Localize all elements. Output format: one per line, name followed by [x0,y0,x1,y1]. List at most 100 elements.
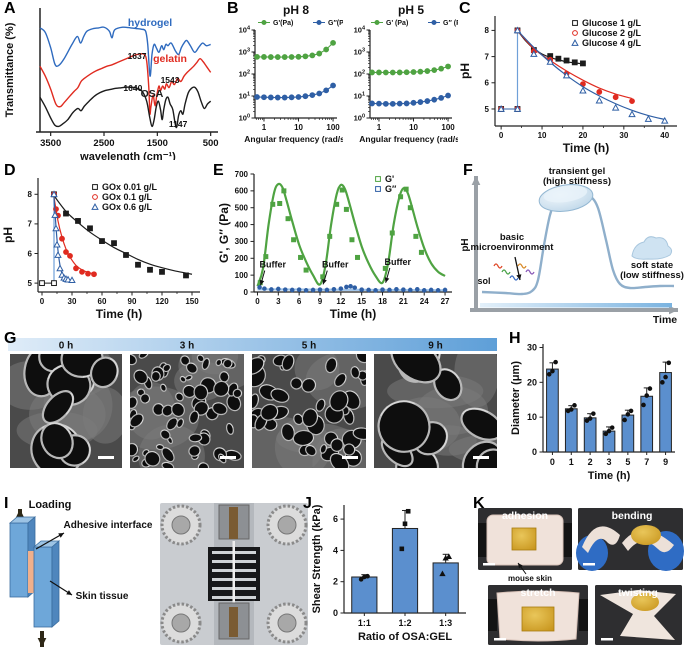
svg-text:20: 20 [527,377,537,387]
svg-text:2: 2 [333,577,338,587]
plot-B2: pH 5 1 10 100 100 101 102 103 104 Angular frequen… [354,3,458,144]
ftir-spectra-chart: 3500 2500 1500 500 hydrogel gelatin OSA 1637 164… [4,8,219,160]
sem-images: 0 h 3 h 5 h 9 h [8,338,497,468]
rheology-ph8-chart: pH 8 1 10 100 100 101 102 103 104 Angular frequen… [239,3,343,144]
panel-k-photos: adhesion mouse skin bending stretch twisting [470,495,685,652]
soft-blob [631,236,673,260]
svg-text:40: 40 [660,131,669,140]
svg-text:1637: 1637 [128,51,147,61]
svg-text:3: 3 [606,457,611,467]
svg-text:pH: pH [460,238,471,251]
svg-text:4: 4 [333,545,338,555]
svg-text:stretch: stretch [520,587,555,599]
panel-g-sem: 0 h 3 h 5 h 9 h [0,330,505,495]
photo-bending: bending [576,508,684,571]
svg-text:(high stiffness): (high stiffness) [543,176,611,187]
panel-d-gox-ph: 0 30 60 90 120 150 5 6 7 8 Time (h) pH GOx 0.01 g/L G… [0,160,210,330]
svg-text:0: 0 [532,447,537,457]
svg-text:1: 1 [262,123,267,132]
series-G' [254,39,336,60]
svg-text:Glucose 4 g/L: Glucose 4 g/L [582,38,642,48]
svg-text:GOx 0.6 g/L: GOx 0.6 g/L [102,202,153,212]
svg-text:Buffer: Buffer [260,260,287,270]
panel-letter-d: D [4,162,16,179]
svg-text:GOx 0.01 g/L: GOx 0.01 g/L [102,182,158,192]
svg-text:6: 6 [485,79,490,88]
svg-text:6: 6 [28,249,33,258]
panel-letter-h: H [509,330,521,347]
svg-text:0: 0 [333,608,338,618]
svg-text:3500: 3500 [40,138,61,149]
svg-text:5: 5 [28,279,33,288]
legend: G'(Pa) G″(Pa) [258,20,343,27]
svg-text:Loading: Loading [29,499,72,511]
panel-c-glucose-ph: 0 10 20 30 40 5 6 7 8 Time (h) pH Glucose 1 g/L Gluc… [455,0,685,160]
svg-text:0: 0 [40,297,45,306]
svg-text:20: 20 [578,131,587,140]
series-G″ [257,283,448,293]
ph-time-schematic: transient gel(high stiffness) basicmicroe… [460,166,684,326]
spectrum-hydrogel [39,26,211,77]
svg-text:pH: pH [1,227,15,243]
svg-text:1:1: 1:1 [358,618,371,628]
svg-text:102: 102 [239,70,250,79]
svg-text:9: 9 [663,457,668,467]
svg-text:Glucose 1 g/L: Glucose 1 g/L [582,18,642,28]
bar-1:3 [432,562,459,614]
series-G″ [254,82,336,101]
svg-text:24: 24 [420,297,429,306]
svg-text:Time (h): Time (h) [330,307,376,321]
panel-a-ftir: 3500 2500 1500 500 hydrogel gelatin OSA 1637 164… [0,0,225,160]
shear-strength-chart: 0 2 4 6 1:1 1:2 1:3 Ratio of OSA:GEL Shear Stren… [311,504,466,643]
svg-text:G', G″ (Pa): G', G″ (Pa) [217,203,231,263]
svg-text:1640: 1640 [123,83,142,93]
svg-text:G″: G″ [385,184,397,194]
time-header-bar [8,338,497,351]
plot-B1: pH 8 1 10 100 100 101 102 103 104 Angular frequen… [239,3,343,144]
series-G' [369,63,451,76]
svg-text:transient gel: transient gel [549,166,606,177]
svg-text:104: 104 [354,26,366,35]
gel-disc [538,184,594,212]
svg-text:30: 30 [527,342,537,352]
panel-j-shear-strength: 0 2 4 6 1:1 1:2 1:3 Ratio of OSA:GEL Shear Stren… [300,495,475,652]
spectra: 3500 2500 1500 500 hydrogel gelatin OSA 1637 164… [4,8,219,160]
photo-twisting: twisting [595,585,682,645]
svg-text:Diameter (μm): Diameter (μm) [510,361,522,435]
spectrum-gelatin [39,52,212,115]
skin-slab [33,546,53,628]
panel-f-schematic: transient gel (high stiffness) basic microe… [460,160,685,330]
svg-text:100: 100 [441,123,455,132]
panel-b-ph5: pH 5 1 10 100 100 101 102 103 104 Angular frequen… [343,0,458,160]
svg-text:G': G' [385,174,394,184]
panel-letter-f: F [463,162,473,179]
svg-text:basic: basic [500,232,524,243]
svg-text:120: 120 [155,297,169,306]
svg-text:7: 7 [485,52,490,61]
svg-text:10: 10 [538,131,547,140]
svg-text:60: 60 [98,297,107,306]
skin-adhesion-photos: adhesion mouse skin bending stretch twisting [478,508,684,645]
sem-image-3h [130,354,244,468]
scale-bar [98,456,114,459]
plot-H: 0 10 20 30 0 1 2 3 5 7 9 Time (h) Diameter (μm) [510,342,675,482]
svg-text:8: 8 [485,26,490,35]
svg-text:1:3: 1:3 [439,618,452,628]
svg-text:21: 21 [399,297,408,306]
svg-text:7: 7 [28,220,33,229]
svg-text:500: 500 [235,204,249,213]
svg-text:100: 100 [235,271,249,280]
svg-text:5 h: 5 h [302,341,316,352]
svg-text:100: 100 [354,114,365,123]
legend: G' (Pa) G″ (Pa) [371,20,458,27]
series-GOx 0.6 g/L [50,190,76,284]
svg-text:GOx 0.1 g/L: GOx 0.1 g/L [102,192,153,202]
svg-text:15: 15 [357,297,366,306]
scale-bar [473,456,489,459]
photo-stretch: stretch [488,585,588,645]
svg-text:0: 0 [499,131,504,140]
svg-text:6: 6 [297,297,302,306]
svg-text:1500: 1500 [147,138,168,149]
svg-text:500: 500 [203,138,219,149]
